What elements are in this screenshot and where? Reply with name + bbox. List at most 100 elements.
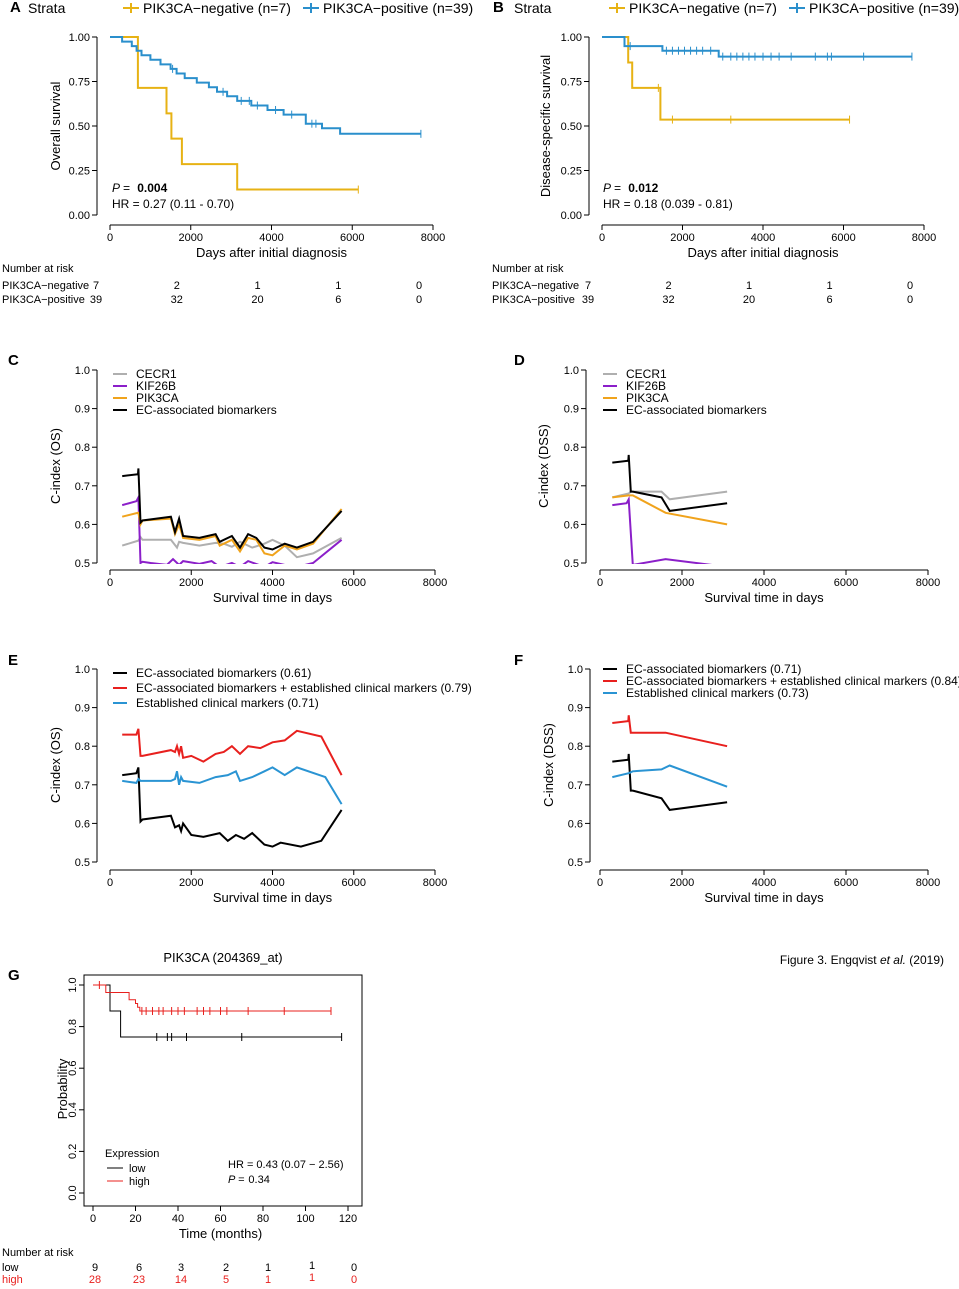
panel-label: F: [514, 652, 523, 669]
legend-entry: PIK3CA: [136, 391, 179, 405]
x-tick-label: 0: [599, 232, 605, 244]
hazard-ratio: HR = 0.43 (0.07 − 2.56): [228, 1159, 344, 1171]
y-tick-label: 0.00: [69, 210, 90, 222]
y-tick-label: 0.6: [564, 519, 579, 531]
risk-value: 32: [662, 294, 674, 306]
y-tick-label: 0.5: [564, 558, 579, 570]
x-tick-label: 6000: [342, 577, 366, 589]
legend-entry: PIK3CA−negative (n=7): [629, 0, 777, 16]
legend-entry: PIK3CA: [626, 391, 669, 405]
risk-value: 0: [351, 1274, 357, 1286]
p-value-number: 0.012: [628, 181, 658, 195]
series-line-pik3ca-positive: [602, 36, 912, 58]
x-axis-label: Survival time in days: [704, 590, 824, 605]
x-tick-label: 2000: [670, 232, 694, 244]
y-tick-label: 0.5: [75, 857, 90, 869]
y-axis-label: Disease-specific survival: [538, 55, 553, 197]
y-tick-label: 0.0: [67, 1185, 79, 1200]
risk-row-label: low: [2, 1262, 19, 1274]
risk-value: 1: [309, 1272, 315, 1284]
series-line-pik3ca-positive: [110, 36, 421, 135]
y-tick-label: 1.0: [75, 664, 90, 676]
x-tick-label: 8000: [912, 232, 936, 244]
risk-value: 39: [582, 294, 594, 306]
x-tick-label: 8000: [916, 577, 940, 589]
x-tick-label: 6000: [834, 577, 858, 589]
risk-value: 2: [223, 1262, 229, 1274]
y-axis-label: Overall survival: [48, 81, 63, 170]
x-tick-label: 2000: [670, 877, 694, 889]
y-tick-label: 0.75: [69, 77, 90, 89]
risk-table-title: Number at risk: [492, 263, 564, 275]
x-tick-label: 100: [296, 1213, 314, 1225]
y-tick-label: 0.5: [568, 857, 583, 869]
x-axis-label: Survival time in days: [704, 890, 824, 905]
y-tick-label: 0.9: [568, 703, 583, 715]
risk-value: 5: [223, 1274, 229, 1286]
risk-table-title: Number at risk: [2, 263, 74, 275]
series-line-pik3ca: [612, 494, 728, 526]
y-tick-label: 1.0: [564, 365, 579, 377]
risk-value: 6: [136, 1262, 142, 1274]
y-tick-label: 0.50: [69, 121, 90, 133]
x-tick-label: 8000: [423, 877, 447, 889]
panel-d: D 0.5 0.6 0.7 0.8 0.9 1.0 0 2000 4000 6000 8000 Surv…: [514, 352, 940, 605]
x-tick-label: 4000: [752, 877, 776, 889]
series-line-ec-associated-biomarkers: [612, 454, 728, 512]
y-tick-label: 0.9: [75, 703, 90, 715]
panel-b: B0.000.250.500.751.000 2000 4000 6000 8000Da…: [492, 0, 959, 306]
series-line-ec-associated-biomarkers-established-clinical-markers-0-84-: [612, 715, 728, 748]
panel-label: C: [8, 352, 19, 369]
series-line-pik3ca: [121, 508, 343, 557]
x-tick-label: 4000: [752, 577, 776, 589]
x-tick-label: 40: [172, 1213, 184, 1225]
panel-label: B: [493, 0, 504, 16]
panel-label: D: [514, 352, 525, 369]
series-line-pik3ca-negative: [602, 36, 850, 121]
x-tick-label: 8000: [916, 877, 940, 889]
series-line-low: [93, 984, 342, 1038]
x-tick-label: 80: [257, 1213, 269, 1225]
y-tick-label: 0.8: [568, 741, 583, 753]
x-tick-label: 0: [597, 577, 603, 589]
legend-entry: EC-associated biomarkers (0.71): [626, 662, 801, 676]
y-tick-label: 1.00: [69, 32, 90, 44]
panel-label: A: [10, 0, 21, 16]
risk-row-label: high: [2, 1274, 23, 1286]
x-tick-label: 0: [90, 1213, 96, 1225]
risk-value: 3: [178, 1262, 184, 1274]
risk-value: 1: [335, 280, 341, 292]
panel-f: F 0.5 0.6 0.7 0.8 0.9 1.0 0 2000 4000 6000 8000 Surv…: [514, 652, 959, 905]
x-tick-label: 120: [339, 1213, 357, 1225]
y-tick-label: 0.6: [75, 519, 90, 531]
y-axis-label: C-index (DSS): [536, 424, 551, 508]
risk-value: 28: [89, 1274, 101, 1286]
x-tick-label: 8000: [423, 577, 447, 589]
legend-entry: PIK3CA−positive (n=39): [809, 0, 959, 16]
p-value-number: 0.34: [248, 1174, 269, 1186]
series-line-ec-associated-biomarkers-established-clinical-markers-0-79-: [122, 728, 343, 776]
x-axis-label: Days after initial diagnosis: [687, 245, 839, 260]
series-line-established-clinical-markers-0-73-: [612, 764, 728, 788]
x-tick-label: 6000: [342, 877, 366, 889]
legend-entry: EC-associated biomarkers + established c…: [136, 681, 472, 695]
legend-entry: CECR1: [626, 367, 667, 381]
x-axis-label: Survival time in days: [213, 590, 333, 605]
legend-entry: EC-associated biomarkers (0.61): [136, 666, 311, 680]
y-tick-label: 1.0: [75, 365, 90, 377]
y-tick-label: 0.2: [67, 1144, 79, 1159]
y-tick-label: 0.8: [75, 741, 90, 753]
x-tick-label: 2000: [670, 577, 694, 589]
risk-value: 1: [309, 1260, 315, 1272]
p-value-label: P =: [228, 1174, 245, 1186]
y-tick-label: 0.6: [67, 1061, 79, 1076]
legend-title: Strata: [514, 0, 552, 16]
risk-value: 0: [416, 294, 422, 306]
risk-value: 6: [826, 294, 832, 306]
x-tick-label: 2000: [179, 232, 203, 244]
legend-entry: PIK3CA−negative (n=7): [143, 0, 291, 16]
y-tick-label: 0.25: [69, 166, 90, 178]
risk-value: 23: [133, 1274, 145, 1286]
risk-value: 0: [907, 280, 913, 292]
series-line-ec-associated-biomarkers: [122, 468, 343, 551]
